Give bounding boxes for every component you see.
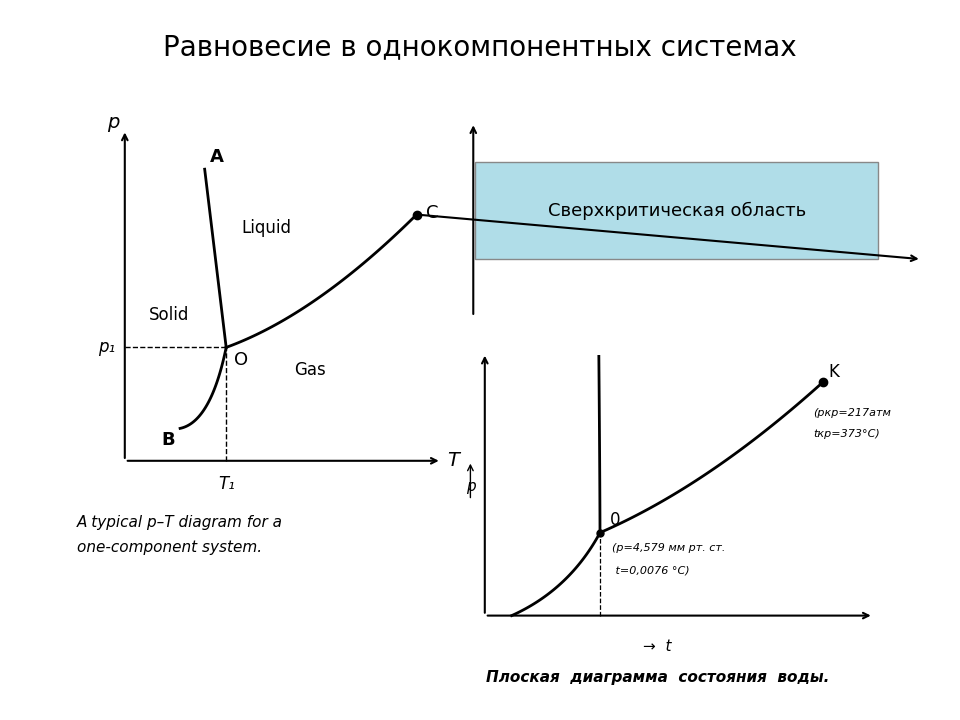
Text: Плоская  диаграмма  состояния  воды.: Плоская диаграмма состояния воды. <box>486 670 829 685</box>
Text: t=0,0076 °C): t=0,0076 °C) <box>612 565 689 575</box>
Text: B: B <box>161 431 176 449</box>
Text: Liquid: Liquid <box>242 219 292 236</box>
Text: Gas: Gas <box>294 361 325 379</box>
Text: →  t: → t <box>643 639 672 654</box>
Text: K: K <box>828 363 839 381</box>
Text: (pкр=217атм: (pкр=217атм <box>813 408 891 418</box>
Text: Сверхкритическая область: Сверхкритическая область <box>547 202 806 220</box>
Text: Solid: Solid <box>149 306 189 324</box>
Text: Равновесие в однокомпонентных системах: Равновесие в однокомпонентных системах <box>163 33 797 60</box>
Text: A typical p–T diagram for a: A typical p–T diagram for a <box>77 515 283 530</box>
Text: A: A <box>209 148 224 166</box>
Text: T₁: T₁ <box>218 475 234 493</box>
Text: T: T <box>447 451 459 470</box>
Text: one-component system.: one-component system. <box>77 540 262 555</box>
Text: 0: 0 <box>610 511 620 529</box>
Text: (p=4,579 мм рт. ст.: (p=4,579 мм рт. ст. <box>612 544 725 554</box>
Bar <box>475 162 878 259</box>
Text: O: O <box>234 351 248 369</box>
Text: C: C <box>426 204 439 222</box>
Text: p₁: p₁ <box>98 338 115 356</box>
Text: p: p <box>108 113 119 132</box>
Text: tкр=373°C): tкр=373°C) <box>813 429 880 439</box>
Text: p: p <box>466 479 475 493</box>
